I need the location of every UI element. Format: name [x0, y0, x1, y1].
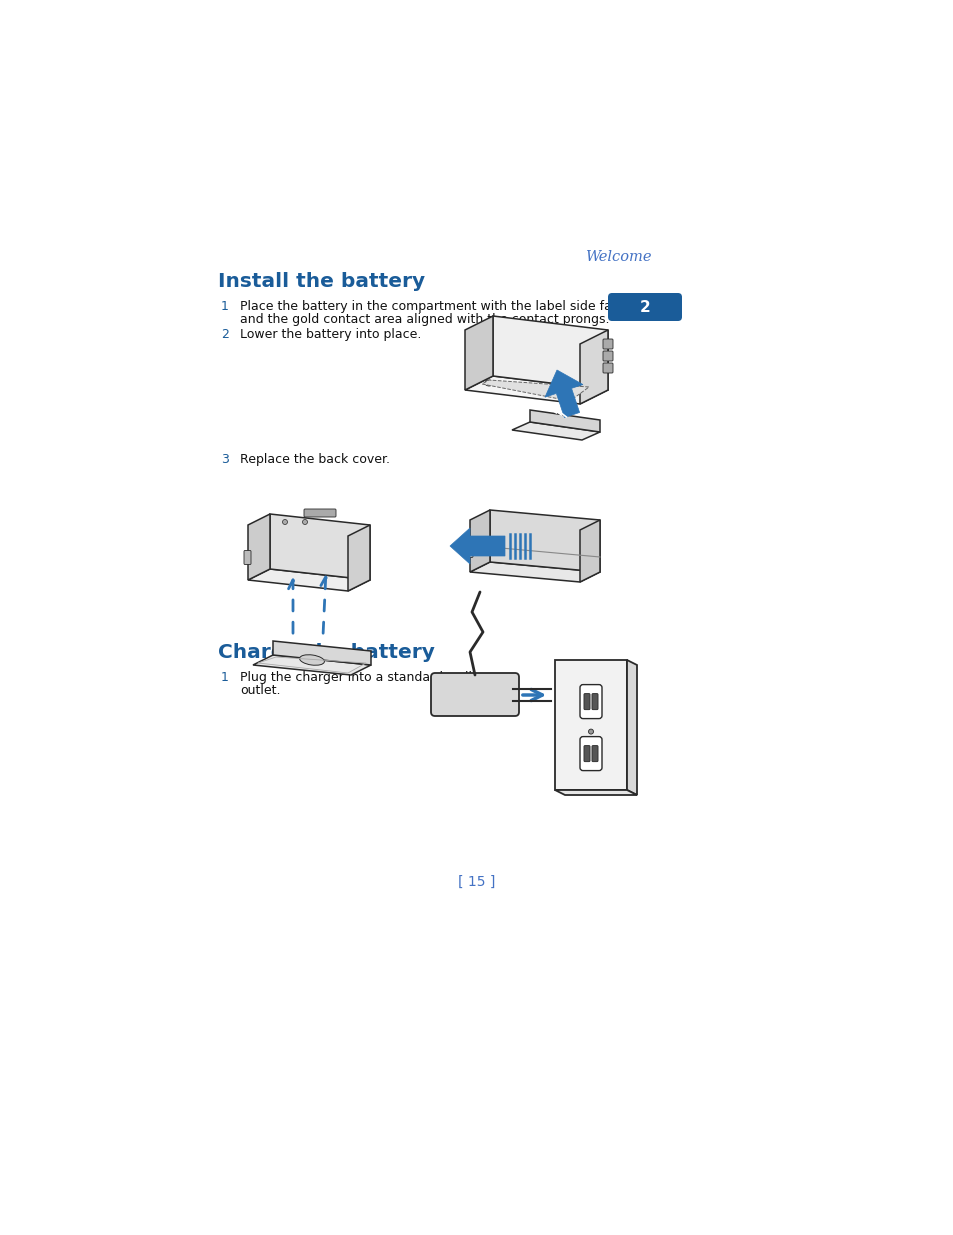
- FancyBboxPatch shape: [602, 338, 613, 350]
- Text: Lower the battery into place.: Lower the battery into place.: [240, 329, 421, 341]
- FancyBboxPatch shape: [465, 543, 473, 557]
- Text: Place the battery in the compartment with the label side facing up: Place the battery in the compartment wit…: [240, 300, 658, 312]
- FancyBboxPatch shape: [602, 363, 613, 373]
- Polygon shape: [450, 529, 504, 564]
- Text: 1: 1: [221, 300, 229, 312]
- FancyBboxPatch shape: [579, 736, 601, 771]
- Polygon shape: [481, 380, 588, 401]
- Polygon shape: [248, 514, 270, 580]
- FancyBboxPatch shape: [592, 746, 598, 762]
- FancyBboxPatch shape: [607, 293, 681, 321]
- Text: 2: 2: [639, 300, 650, 315]
- Polygon shape: [270, 514, 370, 580]
- Polygon shape: [490, 510, 599, 572]
- Text: outlet.: outlet.: [240, 684, 280, 697]
- Text: 2: 2: [221, 329, 229, 341]
- FancyBboxPatch shape: [304, 509, 335, 517]
- Text: and the gold contact area aligned with the contact prongs.: and the gold contact area aligned with t…: [240, 312, 609, 326]
- FancyBboxPatch shape: [431, 673, 518, 716]
- Text: Replace the back cover.: Replace the back cover.: [240, 453, 390, 466]
- Polygon shape: [530, 410, 599, 432]
- FancyBboxPatch shape: [579, 684, 601, 719]
- Polygon shape: [555, 659, 626, 790]
- Text: Charge the battery: Charge the battery: [218, 643, 435, 662]
- Polygon shape: [555, 790, 637, 795]
- Polygon shape: [470, 510, 490, 572]
- FancyBboxPatch shape: [592, 694, 598, 710]
- Polygon shape: [512, 422, 599, 440]
- Text: Plug the charger into a standard wall: Plug the charger into a standard wall: [240, 671, 472, 684]
- Polygon shape: [626, 659, 637, 795]
- FancyBboxPatch shape: [583, 746, 589, 762]
- Text: Install the battery: Install the battery: [218, 272, 425, 291]
- Polygon shape: [248, 569, 370, 592]
- Polygon shape: [464, 316, 493, 390]
- Text: 3: 3: [221, 453, 229, 466]
- Polygon shape: [579, 330, 607, 404]
- Ellipse shape: [299, 655, 324, 666]
- Polygon shape: [493, 316, 607, 390]
- Polygon shape: [253, 655, 371, 676]
- Ellipse shape: [302, 520, 307, 525]
- Polygon shape: [579, 520, 599, 582]
- Polygon shape: [348, 525, 370, 592]
- Polygon shape: [470, 562, 599, 582]
- Polygon shape: [273, 641, 371, 664]
- Ellipse shape: [484, 380, 493, 387]
- Polygon shape: [544, 370, 582, 417]
- FancyBboxPatch shape: [244, 551, 251, 564]
- Ellipse shape: [588, 729, 593, 734]
- Polygon shape: [464, 375, 607, 404]
- Text: Welcome: Welcome: [584, 249, 651, 264]
- FancyBboxPatch shape: [602, 351, 613, 361]
- Text: [ 15 ]: [ 15 ]: [457, 876, 496, 889]
- Text: 1: 1: [221, 671, 229, 684]
- Ellipse shape: [282, 520, 287, 525]
- FancyBboxPatch shape: [583, 694, 589, 710]
